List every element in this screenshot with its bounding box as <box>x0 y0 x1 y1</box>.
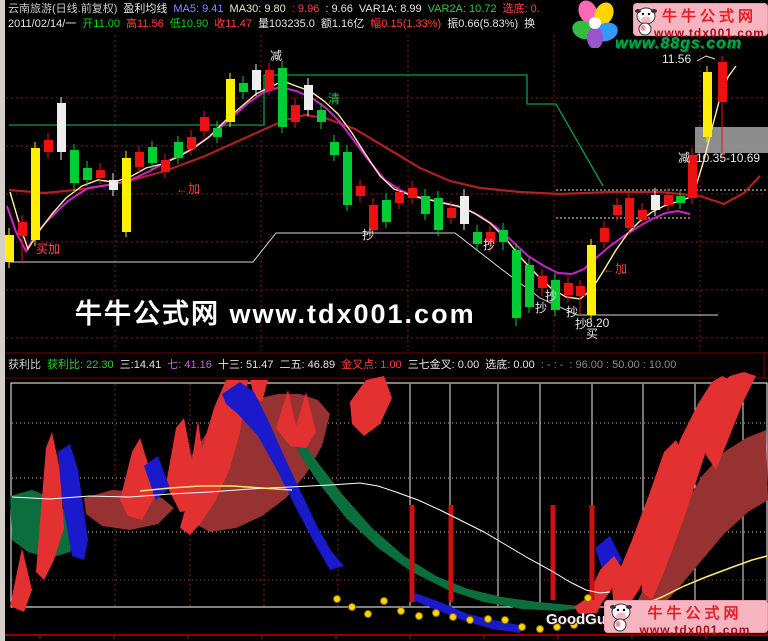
chart-label: 减 <box>678 151 691 165</box>
text-field: MA30: 9.80 <box>229 3 286 15</box>
text-field: 三七金叉: 0.00 <box>407 359 480 371</box>
banner-top-url[interactable]: www.tdx001.com <box>654 26 765 40</box>
chart-label: 抄 <box>362 228 375 242</box>
chart-label: 买加 <box>36 242 61 256</box>
text-field: 选底: 0. <box>502 3 540 15</box>
chart-label: 11.56 <box>662 52 692 66</box>
ad-banner-bottom[interactable]: 牛牛公式网 www.tdx001.com <box>604 600 768 637</box>
cow-mascot-icon <box>635 7 657 36</box>
chart-label: 10.35-10.69 <box>696 151 761 165</box>
text-field: VAR2A: 10.72 <box>427 3 497 15</box>
cow-mascot-icon <box>610 603 632 632</box>
text-field: 振0.66(5.83%) <box>447 18 519 30</box>
banner-top-sub-url[interactable]: www.88gs.com <box>615 35 742 52</box>
chart-label: 抄 <box>566 305 579 319</box>
banner-bottom-url[interactable]: www.tdx001.com <box>639 623 751 637</box>
text-field: 收11.47 <box>214 18 252 30</box>
text-field: : 96.00 : 50.00 : 10.00 <box>569 359 677 371</box>
text-field: 获利比: 22.30 <box>47 359 114 371</box>
chart-label: 减 <box>270 49 283 63</box>
watermark-text: 牛牛公式网 www.tdx001.com <box>75 299 476 329</box>
text-field: 盈利均线 <box>123 3 168 15</box>
indicator-header-bar[interactable]: 获利比 获利比: 22.30 三:14.41 七: 41.16 十三: 51.47 二五:… <box>8 358 682 372</box>
flower-logo-icon <box>572 0 618 48</box>
chart-label: 抄 <box>535 301 548 315</box>
text-field: 幅0.15(1.33%) <box>370 18 442 30</box>
text-field: 三:14.41 <box>119 359 162 371</box>
banner-bottom-title: 牛牛公式网 <box>647 605 743 622</box>
quote-info-bar: 2011/02/14/一 开11.00 高11.56 低10.90 收11.47 量103… <box>8 17 541 31</box>
text-field: 低10.90 <box>169 18 209 30</box>
window-left-border <box>0 0 5 641</box>
chart-title-bar: 云南旅游(日线.前复权) 盈利均线 MA5: 9.41 MA30: 9.80 : 9.9… <box>8 2 546 16</box>
chart-label: ←加 <box>176 182 201 196</box>
text-field: 十三: 51.47 <box>217 359 274 371</box>
text-field: 2011/02/14/一 <box>8 18 77 30</box>
text-field: 换 <box>524 18 536 30</box>
chart-label: 抄 <box>545 289 558 303</box>
text-field: 高11.56 <box>126 18 164 30</box>
text-field: 云南旅游(日线.前复权) <box>8 3 118 15</box>
indicator-credit-text: GoodGuF <box>546 611 616 628</box>
text-field: 金叉点: 1.00 <box>341 359 402 371</box>
text-field: 开11.00 <box>82 18 121 30</box>
text-field: 额1.16亿 <box>320 18 365 30</box>
text-field: 量103235.0 <box>257 18 315 30</box>
text-field: : - : - <box>540 359 564 371</box>
chart-label: ←加 <box>603 262 628 276</box>
text-field: 获利比 <box>8 359 41 371</box>
chart-label: 抄 <box>483 238 496 252</box>
text-field: : 9.96 <box>291 3 320 15</box>
chart-label: 抄 <box>575 317 588 331</box>
text-field: 选底: 0.00 <box>485 359 535 371</box>
chart-label: 8.20 <box>586 316 610 330</box>
text-field: 七: 41.16 <box>167 359 212 371</box>
banner-top-title: 牛牛公式网 <box>661 8 757 25</box>
text-field: VAR1A: 8.99 <box>358 3 422 15</box>
text-field: : 9.66 <box>325 3 353 15</box>
text-field: 二五: 46.89 <box>279 359 336 371</box>
chart-label: 清 <box>328 92 341 106</box>
text-field: MA5: 9.41 <box>173 3 224 15</box>
chart-label: 买 <box>586 327 599 341</box>
ad-banner-top[interactable]: 牛牛公式网 www.tdx001.com <box>633 3 768 40</box>
